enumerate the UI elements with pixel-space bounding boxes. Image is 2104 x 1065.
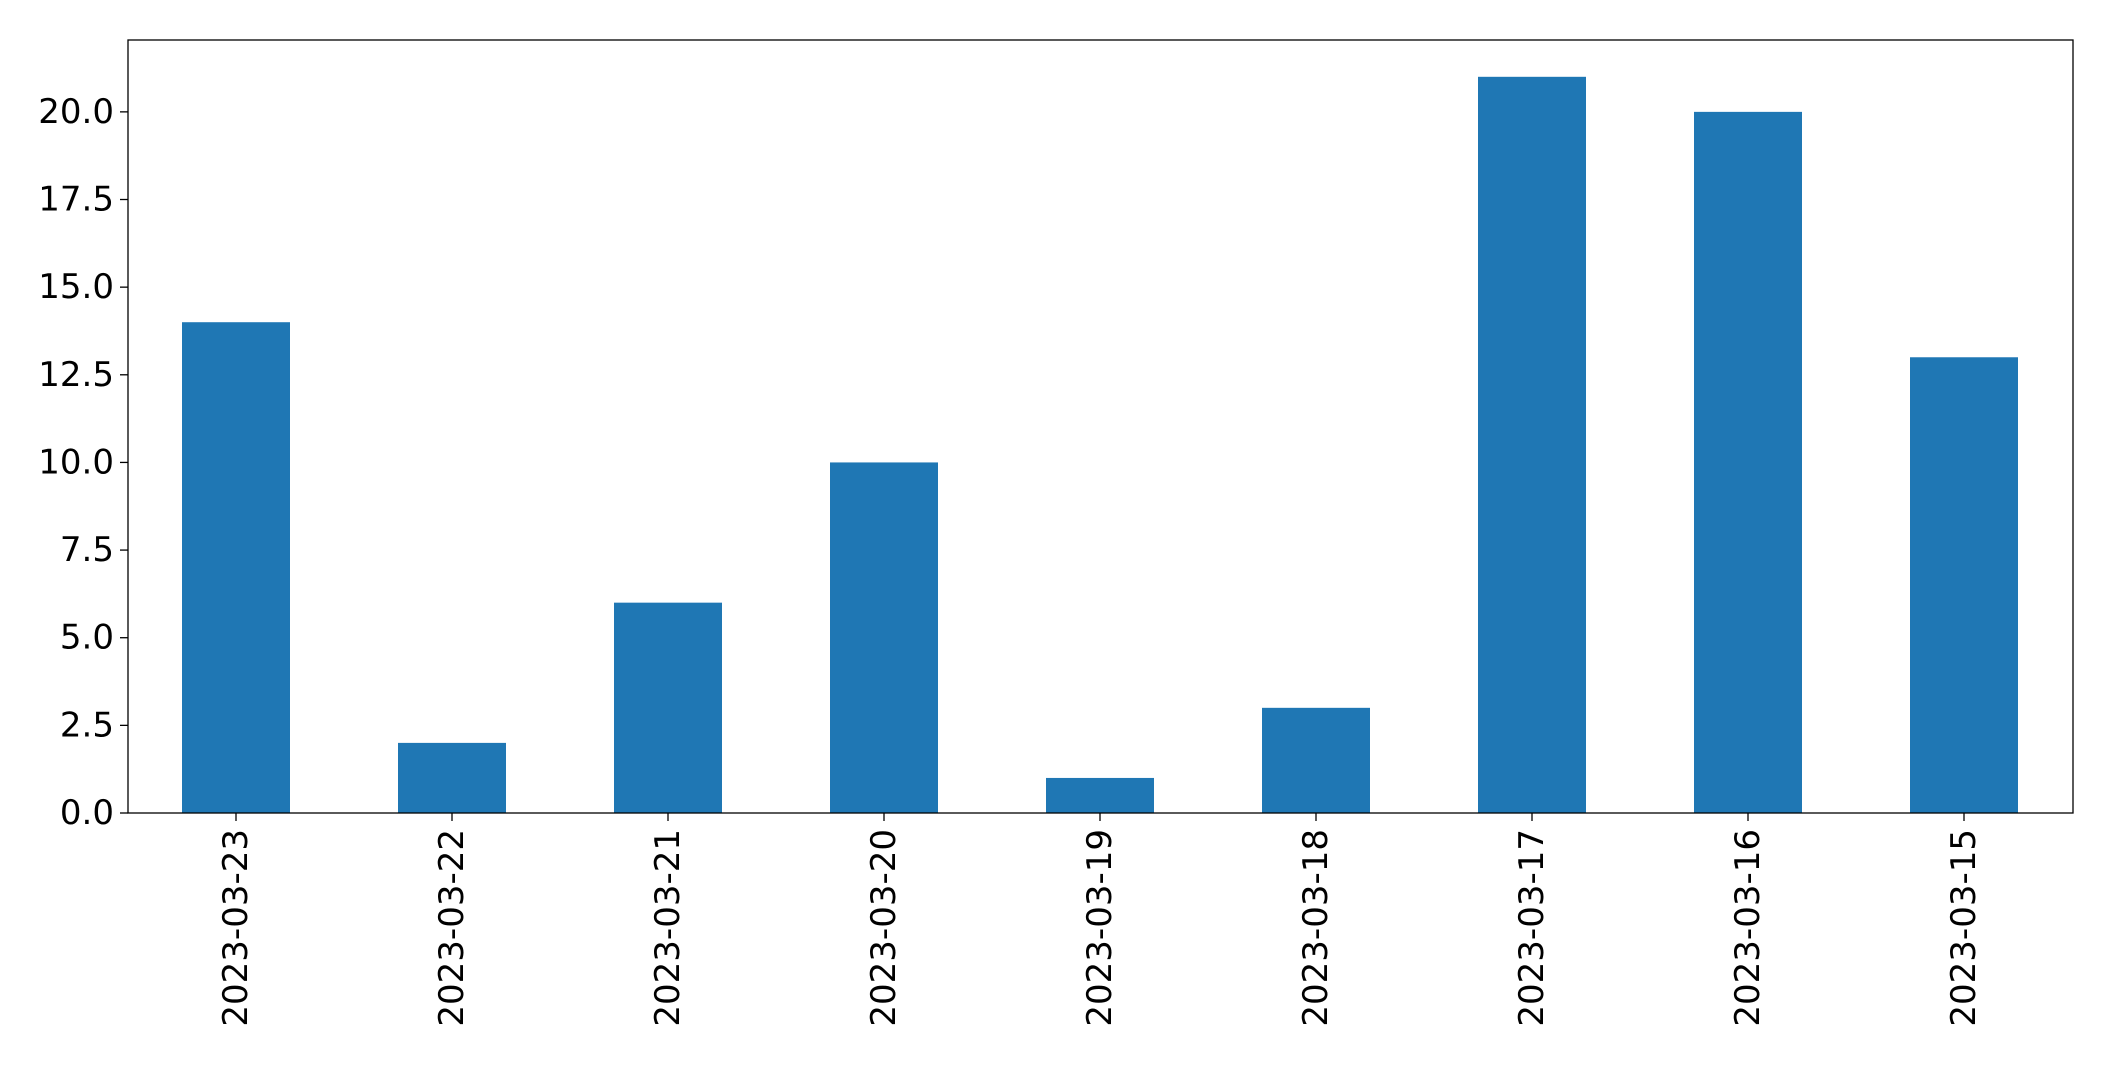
bar-2023-03-22 — [398, 742, 506, 813]
y-tick-label: 20.0 — [38, 92, 114, 132]
plot-frame — [127, 39, 2074, 814]
y-tick-label: 17.5 — [38, 180, 114, 220]
bar-2023-03-20 — [830, 462, 938, 813]
x-tick-label: 2023-03-20 — [864, 829, 904, 1027]
x-tick-label: 2023-03-22 — [432, 829, 472, 1027]
bar-2023-03-19 — [1046, 777, 1154, 813]
bars-layer — [182, 76, 2018, 814]
y-tick-label: 5.0 — [60, 618, 114, 658]
bar-2023-03-18 — [1262, 707, 1370, 813]
x-tick-label: 2023-03-15 — [1944, 829, 1984, 1027]
bar-2023-03-23 — [182, 322, 290, 813]
bar-2023-03-21 — [614, 602, 722, 813]
x-tick-label: 2023-03-19 — [1080, 829, 1120, 1027]
y-tick-label: 0.0 — [60, 793, 114, 833]
x-tick-label: 2023-03-18 — [1296, 829, 1336, 1027]
bar-2023-03-16 — [1694, 111, 1802, 813]
x-axis: 2023-03-23 2023-03-22 2023-03-21 2023-03-20… — [216, 813, 1984, 1027]
x-tick-label: 2023-03-17 — [1512, 829, 1552, 1027]
y-axis: 0.0 2.5 5.0 7.5 10.0 12.5 15.0 17.5 20.0 — [38, 92, 128, 833]
y-tick-label: 7.5 — [60, 530, 114, 570]
x-tick-label: 2023-03-21 — [648, 829, 688, 1027]
y-tick-label: 12.5 — [38, 355, 114, 395]
y-tick-label: 15.0 — [38, 267, 114, 307]
x-tick-label: 2023-03-16 — [1728, 829, 1768, 1027]
bar-2023-03-17 — [1478, 76, 1586, 814]
y-tick-label: 10.0 — [38, 442, 114, 482]
y-tick-label: 2.5 — [60, 705, 114, 745]
x-tick-label: 2023-03-23 — [216, 829, 256, 1027]
bar-2023-03-15 — [1910, 357, 2018, 813]
